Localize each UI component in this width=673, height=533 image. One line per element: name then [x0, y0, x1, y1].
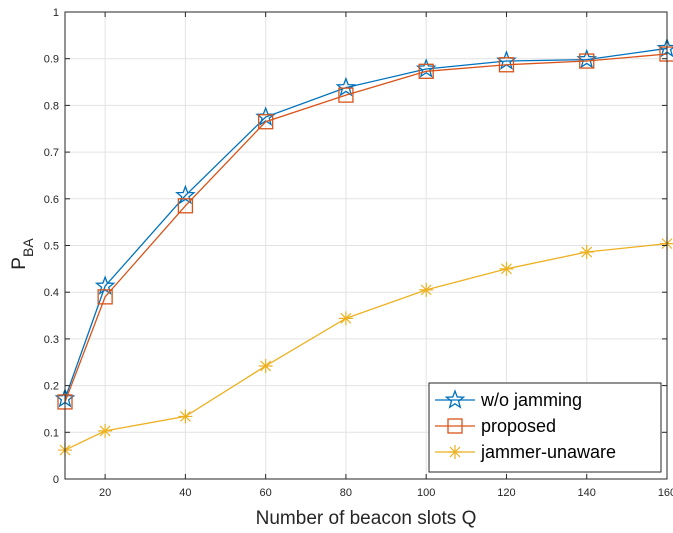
- y-tick-label: 0.2: [44, 381, 59, 393]
- y-tick-label: 0.9: [44, 54, 59, 66]
- data-point-proposed: [177, 198, 194, 214]
- x-tick-label: 100: [417, 487, 435, 499]
- series-line-proposed: [64, 53, 668, 403]
- data-point-proposed: [498, 57, 515, 73]
- legend-item-jammer-unaware: jammer-unaware: [435, 442, 616, 462]
- y-tick-label: 0.4: [44, 287, 59, 299]
- legend-marker-w-o-jamming: [444, 389, 466, 409]
- y-tick-label: 0.6: [44, 194, 59, 206]
- data-point-jammer-unaware: [579, 245, 594, 260]
- legend-label-proposed: proposed: [481, 416, 556, 436]
- legend-item-w-o-jamming: w/o jamming: [435, 389, 582, 410]
- x-tick-label: 80: [340, 487, 352, 499]
- data-point-jammer-unaware: [419, 282, 434, 297]
- data-point-proposed: [338, 87, 354, 103]
- x-tick-label: 120: [497, 487, 515, 499]
- data-point-jammer-unaware: [178, 409, 193, 424]
- tick-labels: 20 40 60 80 100 120 140 160 0 0.1 0.2 0.3 0.4 0.5 0.6 0…: [44, 7, 673, 499]
- ticks: [65, 11, 668, 480]
- data-point-proposed: [97, 289, 113, 305]
- y-tick-label: 0.3: [44, 334, 59, 346]
- y-tick-label: 0.5: [44, 241, 59, 253]
- y-tick-label: 0.8: [44, 100, 59, 112]
- y-tick-label: 0.1: [44, 427, 59, 439]
- y-tick-label: 1: [53, 7, 59, 19]
- x-tick-label: 20: [99, 487, 111, 499]
- data-point-w-o-jamming: [335, 76, 357, 97]
- data-point-jammer-unaware: [258, 358, 273, 373]
- y-tick-label: 0: [53, 474, 59, 486]
- y-axis-label-main: P: [9, 257, 30, 270]
- data-point-proposed: [418, 63, 434, 79]
- x-tick-label: 40: [179, 487, 191, 499]
- legend-box: [428, 382, 662, 473]
- legend-item-proposed: proposed: [435, 416, 556, 436]
- legend-label-w-o-jamming: w/o jamming: [480, 390, 582, 410]
- legend-label-jammer-unaware: jammer-unaware: [480, 442, 616, 462]
- x-tick-label: 160: [658, 487, 673, 499]
- y-tick-label: 0.7: [44, 147, 59, 159]
- data-point-jammer-unaware: [338, 311, 353, 326]
- legend-marker-proposed: [447, 418, 463, 434]
- x-tick-label: 140: [578, 487, 596, 499]
- y-axis-label-sub: BA: [20, 238, 36, 257]
- x-tick-label: 60: [260, 487, 272, 499]
- legend-marker-jammer-unaware: [448, 445, 462, 459]
- data-point-jammer-unaware: [98, 423, 113, 438]
- x-axis-label: Number of beacon slots Q: [256, 508, 477, 529]
- data-point-jammer-unaware: [499, 261, 514, 276]
- data-point-proposed: [579, 53, 595, 69]
- legend: w/o jamming proposed jammer-unaware: [428, 382, 662, 473]
- series-layer: [54, 37, 673, 458]
- data-point-proposed: [258, 114, 274, 130]
- y-axis-label: PBA: [9, 238, 36, 270]
